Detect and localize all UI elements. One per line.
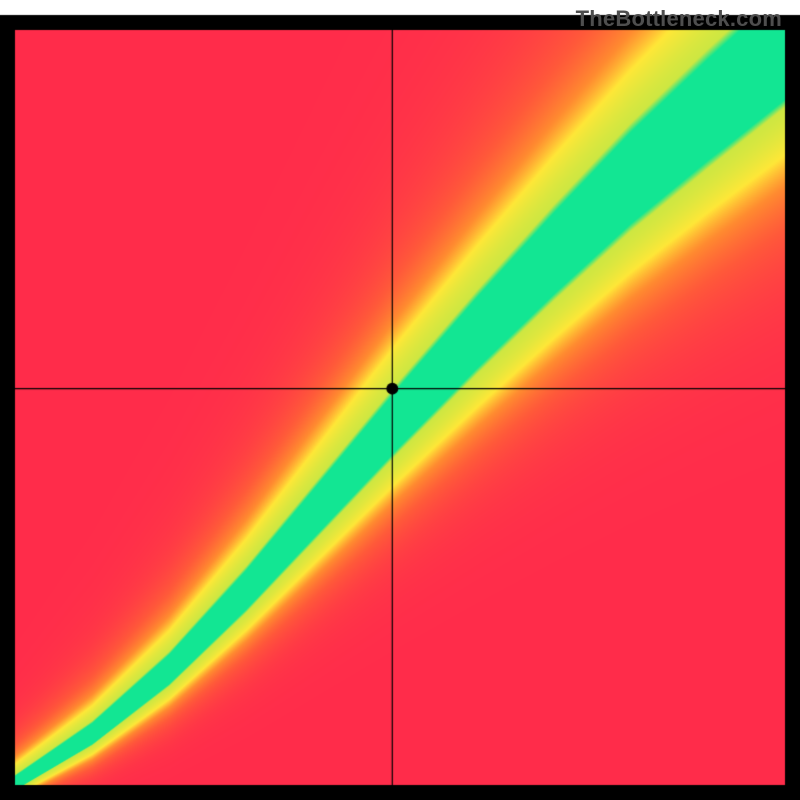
watermark-text: TheBottleneck.com bbox=[576, 6, 782, 32]
bottleneck-heatmap-canvas bbox=[0, 0, 800, 800]
chart-container: { "heatmap": { "type": "heatmap", "width… bbox=[0, 0, 800, 800]
